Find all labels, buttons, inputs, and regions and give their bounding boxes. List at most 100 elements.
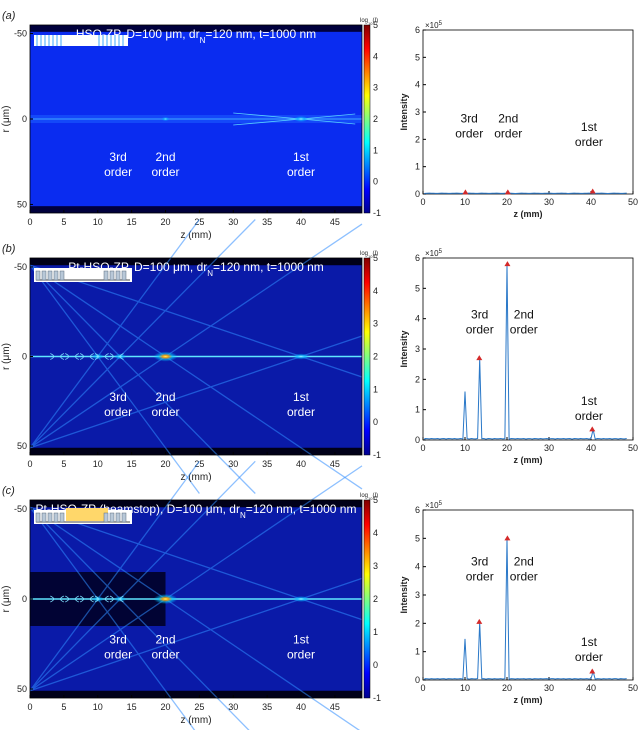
colorbar-tick-label: 4	[373, 286, 378, 296]
map-y-tick-label: 50	[17, 684, 27, 694]
plot-x-label: z (mm)	[514, 695, 543, 705]
plot-x-tick-label: 20	[502, 683, 512, 693]
plot-y-tick-label: 5	[415, 52, 420, 62]
focus-spot-2nd-order	[153, 351, 178, 362]
plot-y-tick-label: 4	[415, 80, 420, 90]
colorbar-tick-label: 3	[373, 319, 378, 329]
map-order-label: 2nd order	[152, 390, 180, 419]
inset-zone	[35, 512, 41, 523]
plot-x-tick-label: 0	[420, 443, 425, 453]
map-y-tick-label: -50	[14, 262, 27, 272]
panel-letter: (b)	[2, 243, 16, 255]
intensity-plot-frame	[422, 509, 634, 681]
inset-zone	[48, 35, 50, 46]
plot-order-label: 3rd order	[466, 554, 494, 583]
intensity-map	[30, 25, 362, 213]
inset-zone	[98, 35, 100, 46]
plot-y-tick-label: 0	[415, 189, 420, 199]
focus-spot	[91, 596, 104, 602]
colorbar-label: log10(I)	[360, 251, 378, 259]
plot-y-label: Intensity	[399, 330, 409, 367]
plot-order-label: 3rd order	[455, 112, 483, 141]
colorbar	[363, 499, 371, 699]
intensity-plot-frame	[422, 29, 634, 195]
inset-zone	[47, 270, 53, 281]
map-y-tick-label: -50	[14, 29, 27, 39]
map-x-tick-label: 20	[161, 217, 171, 227]
near-field-fringe	[109, 353, 124, 360]
inset-zone	[115, 512, 121, 523]
plot-y-tick-label: 1	[415, 647, 420, 657]
map-order-label: 1st order	[287, 633, 315, 662]
map-x-tick-label: 40	[296, 702, 306, 712]
colorbar-tick-label: -1	[373, 208, 381, 218]
map-y-tick-label: 50	[17, 199, 27, 209]
colorbar-label: log10(I)	[360, 18, 378, 26]
inset-zone	[60, 35, 62, 46]
plot-y-tick-label: 4	[415, 314, 420, 324]
near-field-fringe	[50, 595, 65, 603]
inset-zone	[44, 35, 46, 46]
map-order-label: 3rd order	[104, 150, 132, 179]
inset-zone	[59, 512, 65, 523]
map-y-tick-label: 0	[22, 594, 27, 604]
inset-zone	[106, 35, 108, 46]
focus-spot-1st-order	[293, 596, 310, 602]
map-x-tick-label: 45	[330, 459, 340, 469]
map-x-tick-label: 5	[61, 459, 66, 469]
inset-zone	[56, 35, 58, 46]
map-x-tick-label: 40	[296, 459, 306, 469]
colorbar-label: log10(I)	[360, 493, 378, 501]
peak-marker	[504, 535, 511, 541]
focus-spot-2nd-order	[153, 594, 178, 604]
plot-y-tick-label: 5	[415, 283, 420, 293]
zone-plate-inset	[34, 35, 128, 46]
plot-order-label: 2nd order	[510, 307, 538, 336]
plot-x-tick-label: 0	[420, 197, 425, 207]
map-y-tick-label: 0	[22, 352, 27, 362]
intensity-map	[29, 460, 363, 730]
map-order-label: 2nd order	[152, 150, 180, 179]
near-field-fringe	[94, 353, 109, 360]
plot-x-tick-label: 40	[586, 683, 596, 693]
plot-y-tick-label: 6	[415, 253, 420, 263]
inset-zone	[109, 270, 115, 281]
peak-marker	[462, 189, 469, 195]
plot-x-tick-label: 40	[586, 443, 596, 453]
inset-zone	[122, 35, 124, 46]
zone-plate-inset	[34, 268, 132, 282]
map-y-label: r (μm)	[1, 343, 12, 370]
plot-y-tick-label: 3	[415, 590, 420, 600]
map-x-tick-label: 20	[161, 459, 171, 469]
plot-y-tick-label: 3	[415, 344, 420, 354]
plot-order-label: 1st order	[575, 635, 603, 664]
plot-y-multiplier: ×105	[425, 501, 443, 510]
plot-x-tick-label: 10	[460, 683, 470, 693]
plot-order-label: 1st order	[575, 394, 603, 423]
map-x-tick-label: 30	[228, 217, 238, 227]
map-x-tick-label: 15	[127, 217, 137, 227]
plot-x-tick-label: 20	[502, 197, 512, 207]
map-x-tick-label: 5	[61, 702, 66, 712]
map-order-label: 2nd order	[152, 633, 180, 662]
inset-zone	[102, 35, 104, 46]
map-x-tick-label: 45	[330, 702, 340, 712]
focus-spot	[294, 116, 309, 122]
map-x-label: z (mm)	[180, 715, 211, 726]
map-x-tick-label: 10	[93, 217, 103, 227]
colorbar-tick-label: 3	[373, 561, 378, 571]
map-x-tick-label: 10	[93, 459, 103, 469]
intensity-plot-frame	[422, 257, 634, 441]
plot-y-label: Intensity	[399, 576, 409, 613]
near-field-fringe	[50, 353, 65, 360]
inset-zone	[36, 35, 38, 46]
inset-zone	[121, 512, 127, 523]
colorbar-tick-label: -1	[373, 693, 381, 703]
near-field-fringe	[109, 595, 124, 603]
map-dark-band-bottom	[30, 690, 362, 698]
plot-y-tick-label: 3	[415, 107, 420, 117]
map-x-tick-label: 15	[127, 702, 137, 712]
map-x-tick-label: 35	[262, 217, 272, 227]
inset-beamstop	[66, 508, 108, 521]
plot-y-tick-label: 0	[415, 675, 420, 685]
